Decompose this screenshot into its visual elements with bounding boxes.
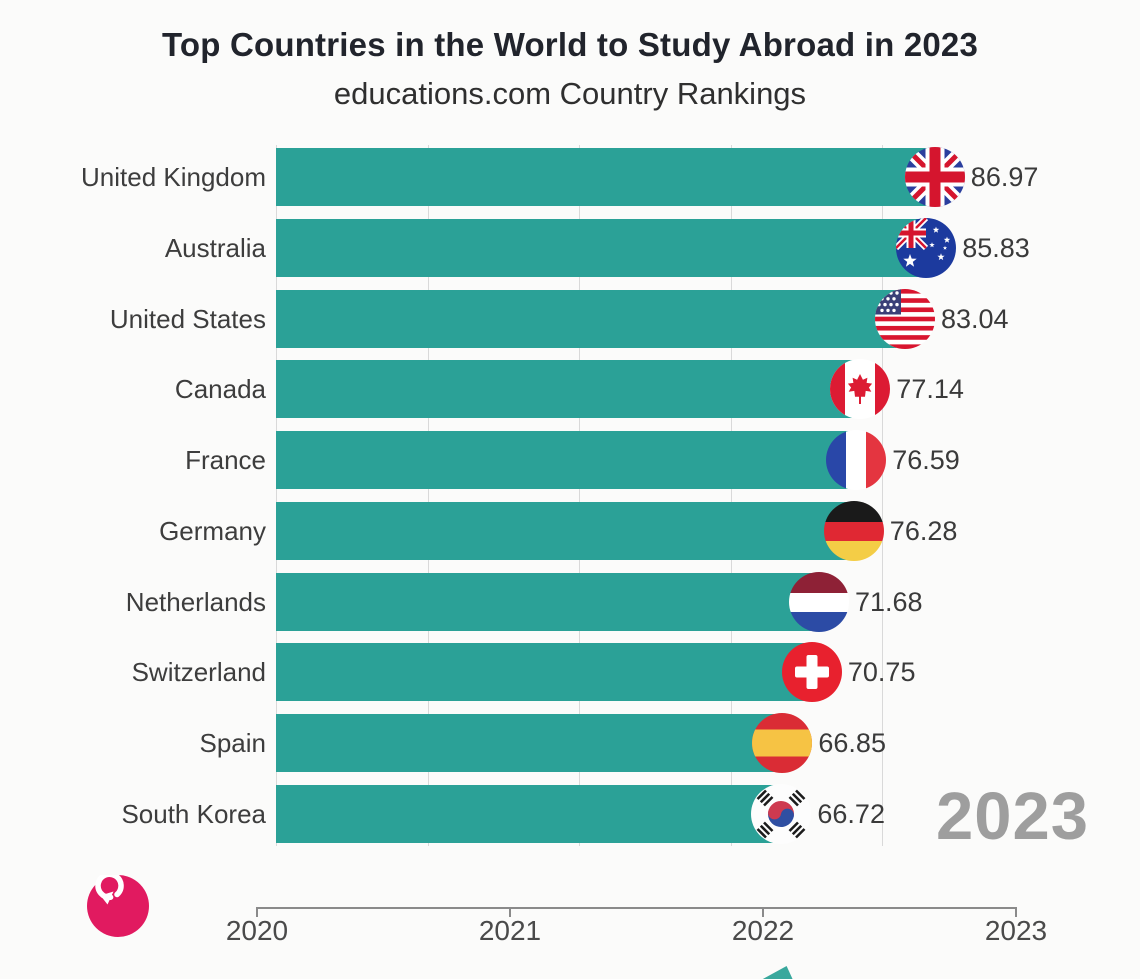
country-label: United States (109, 303, 266, 334)
value-label: 76.59 (892, 445, 960, 476)
canada-flag-icon (830, 359, 891, 420)
bar (276, 360, 861, 419)
south-korea-flag-icon (751, 784, 812, 845)
chart-subtitle: educations.com Country Rankings (333, 76, 807, 111)
switzerland-flag-icon (781, 642, 842, 703)
value-label: 85.83 (962, 232, 1030, 263)
bar (276, 714, 783, 773)
value-label: 76.28 (889, 515, 958, 546)
value-gridline (276, 145, 277, 846)
country-label: United Kingdom (81, 162, 266, 192)
bar (276, 218, 927, 277)
country-label: Netherlands (125, 586, 266, 617)
country-label: Germany (159, 515, 266, 546)
bar (276, 785, 782, 844)
netherlands-flag-icon (789, 571, 849, 632)
value-label: 86.97 (970, 162, 1039, 192)
country-label: Switzerland (131, 657, 266, 688)
france-flag-icon (826, 430, 887, 491)
value-gridline (882, 145, 883, 846)
country-label: Spain (199, 728, 267, 759)
replay-button[interactable] (87, 871, 149, 937)
value-gridline (730, 145, 732, 846)
value-label: 70.75 (847, 657, 916, 688)
united-states-flag-icon (875, 288, 935, 349)
country-label: Australia (164, 232, 266, 263)
bar (276, 431, 857, 490)
value-label: 66.85 (818, 728, 886, 759)
bar (276, 572, 819, 631)
value-gridline (579, 145, 580, 846)
value-label: 71.68 (855, 586, 923, 617)
bar (276, 148, 935, 206)
country-label: France (185, 445, 266, 476)
value-label: 77.14 (896, 374, 964, 405)
country-label: South Korea (121, 799, 266, 830)
value-gridline (427, 145, 429, 846)
year-watermark: 2023 (936, 779, 1090, 854)
country-label: Canada (174, 374, 266, 405)
value-label: 83.04 (941, 303, 1009, 334)
spain-flag-icon (752, 713, 813, 774)
germany-flag-icon (823, 500, 884, 561)
replay-icon (87, 871, 149, 941)
united-kingdom-flag-icon (904, 147, 965, 207)
bar (276, 643, 812, 702)
value-label: 66.72 (817, 799, 885, 830)
bar (276, 501, 854, 560)
australia-flag-icon (896, 217, 957, 278)
bar (276, 289, 905, 348)
chart-title: Top Countries in the World to Study Abro… (161, 26, 979, 63)
